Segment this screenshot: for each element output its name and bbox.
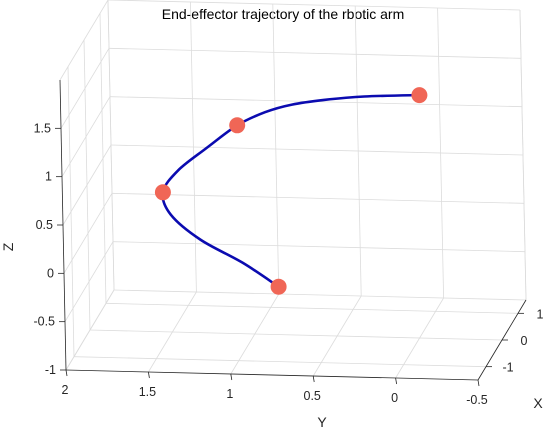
side-wall-gridline: [63, 193, 113, 274]
y-tick-label: 0.5: [304, 389, 321, 403]
box-edge: [107, 0, 521, 11]
box-edge: [107, 0, 115, 291]
side-wall-gridline: [64, 241, 114, 322]
back-wall-gridline: [113, 289, 527, 301]
floor-gridline: [105, 302, 519, 314]
trajectory-line: [161, 93, 421, 288]
waypoint-marker: [154, 184, 171, 201]
x-tick-label: 0: [521, 334, 528, 348]
waypoint-marker: [229, 117, 246, 134]
y-axis-line: [65, 369, 479, 381]
y-tick: [65, 369, 68, 377]
y-tick-label: 1: [226, 387, 233, 401]
chart-title: End-effector trajectory of the rbotic ar…: [162, 6, 405, 22]
y-tick: [395, 377, 397, 385]
z-tick-label: -1: [45, 363, 56, 377]
side-wall-gridline: [65, 289, 115, 371]
x-tick-label: 1: [537, 307, 544, 321]
y-tick: [477, 379, 480, 387]
z-axis-title: Z: [0, 242, 16, 251]
back-wall-gridline: [111, 192, 525, 204]
z-tick-label: 1.5: [34, 121, 51, 135]
side-wall-gridline: [62, 144, 112, 226]
y-tick-label: 2: [62, 383, 69, 397]
back-wall-gridline: [110, 144, 524, 156]
back-wall-gridline: [108, 47, 522, 59]
side-wall-gridline: [61, 96, 111, 177]
y-tick-label: -0.5: [466, 393, 488, 407]
tick-labels: 2 1.5 1 0.5 0 -0.5-101-1-0.500.511.5: [33, 121, 543, 407]
data-layer: [154, 87, 428, 295]
waypoint-marker: [270, 278, 287, 295]
box-edge: [519, 9, 527, 301]
x-axis-title: X: [533, 395, 543, 411]
floor-gridline: [73, 356, 487, 368]
y-tick: [148, 371, 150, 379]
back-wall-gridline: [112, 241, 526, 253]
waypoint-marker: [411, 87, 428, 104]
y-tick-label: 1.5: [139, 385, 156, 399]
x-tick-label: -1: [502, 361, 513, 375]
y-tick: [312, 375, 315, 383]
z-tick-label: -0.5: [33, 315, 55, 329]
grid: [59, 0, 527, 381]
box-edge: [59, 0, 109, 81]
z-tick-label: 0: [47, 266, 54, 280]
y-axis-title: Y: [317, 414, 327, 430]
z-tick-label: 0.5: [36, 218, 53, 232]
z-tick-label: 1: [45, 170, 52, 184]
side-wall-gridline: [60, 48, 110, 129]
axes: [55, 79, 527, 387]
floor-gridline: [89, 329, 503, 341]
y-tick: [230, 373, 233, 381]
y-tick-label: 0: [391, 391, 398, 405]
